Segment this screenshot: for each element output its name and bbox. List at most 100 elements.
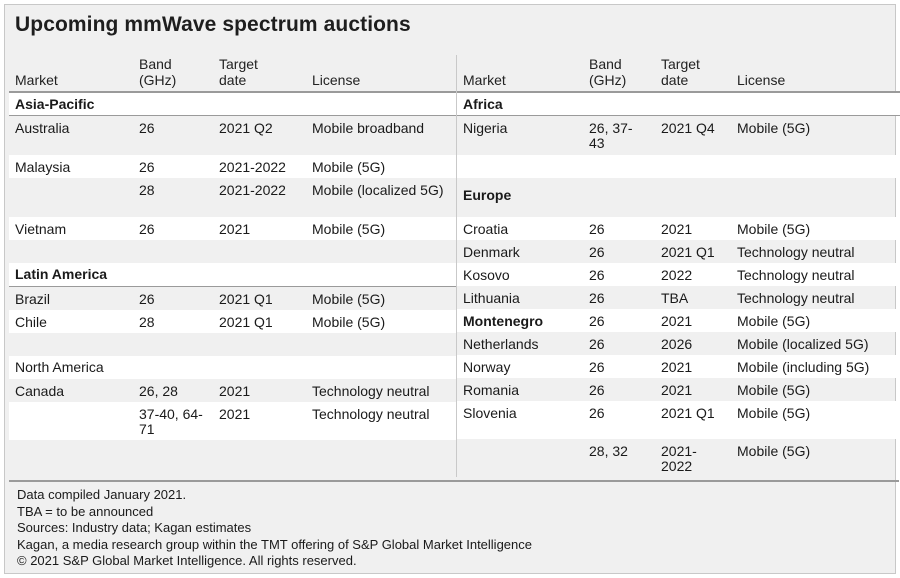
section-europe: Europe <box>457 178 900 217</box>
cell-date: 2021 <box>219 383 251 399</box>
cell-band: 26 <box>589 244 605 260</box>
cell-band: 26, 28 <box>139 383 178 399</box>
cell-market: Kosovo <box>463 267 510 283</box>
section-asia-pacific: Asia-Pacific <box>9 93 456 116</box>
cell-date: 2021-2022 <box>219 159 286 175</box>
cell-market: Canada <box>15 383 65 399</box>
cell-license: Mobile broadband <box>312 120 425 136</box>
cell-band: 28 <box>139 314 155 330</box>
cell-date: 2021 <box>661 221 693 237</box>
cell-license: Mobile (5G) <box>312 159 386 175</box>
section-label: Latin America <box>15 266 108 282</box>
cell-date: 2021 <box>661 313 693 329</box>
table-row: 28, 32 2021-2022 Mobile (5G) <box>457 439 900 477</box>
cell-market: Malaysia <box>15 159 71 175</box>
cell-license: Technology neutral <box>312 406 430 422</box>
cell-date: 2021 Q2 <box>219 120 273 136</box>
cell-license: Mobile (including 5G) <box>737 359 870 375</box>
cell-date: 2021 <box>661 359 693 375</box>
header-license: License <box>737 72 786 88</box>
cell-band: 26 <box>589 267 605 283</box>
cell-band: 26 <box>139 159 155 175</box>
cell-date: 2021 Q1 <box>661 244 715 260</box>
cell-market: Montenegro <box>463 313 544 329</box>
cell-band: 28 <box>139 182 155 198</box>
cell-license: Mobile (localized 5G) <box>737 336 869 352</box>
right-table: Market Band (GHz) Target date License Afri… <box>456 55 900 477</box>
cell-date: 2021-2022 <box>219 182 286 198</box>
cell-market: Nigeria <box>463 120 508 136</box>
table-row: Norway 26 2021 Mobile (including 5G) <box>457 355 900 378</box>
cell-band: 26 <box>589 313 605 329</box>
cell-date: TBA <box>661 290 689 306</box>
table-card: Upcoming mmWave spectrum auctions Market… <box>4 4 900 574</box>
cell-market: Netherlands <box>463 336 539 352</box>
cell-date: 2021 <box>219 406 251 422</box>
note-sources: Sources: Industry data; Kagan estimates <box>17 520 252 535</box>
table-row: Australia 26 2021 Q2 Mobile broadband <box>9 116 456 155</box>
cell-date: 2021 Q1 <box>219 291 273 307</box>
table-row: Netherlands 26 2026 Mobile (localized 5G… <box>457 332 900 355</box>
page-title: Upcoming mmWave spectrum auctions <box>15 13 411 36</box>
table-row: Kosovo 26 2022 Technology neutral <box>457 263 900 286</box>
cell-band: 26, 37-43 <box>589 120 633 151</box>
cell-license: Mobile (localized 5G) <box>312 182 444 198</box>
cell-license: Mobile (5G) <box>737 221 811 237</box>
table-row: Denmark 26 2021 Q1 Technology neutral <box>457 240 900 263</box>
header-market: Market <box>15 72 58 88</box>
table-row: 37-40, 64-71 2021 Technology neutral <box>9 402 456 440</box>
section-latin-america: Latin America <box>9 263 456 287</box>
note-kagan: Kagan, a media research group within the… <box>17 536 532 552</box>
cell-license: Technology neutral <box>737 290 855 306</box>
table-row: Canada 26, 28 2021 Technology neutral <box>9 379 456 402</box>
header-band: Band (GHz) <box>589 56 627 88</box>
cell-market: Vietnam <box>15 221 67 237</box>
cell-band: 26 <box>589 405 605 421</box>
cell-date: 2021-2022 <box>661 443 697 474</box>
table-row: Chile 28 2021 Q1 Mobile (5G) <box>9 310 456 333</box>
cell-market: Lithuania <box>463 290 520 306</box>
cell-band: 26 <box>589 382 605 398</box>
section-north-america: North America <box>9 356 456 379</box>
spacer-row <box>9 333 456 356</box>
header-band: Band (GHz) <box>139 56 177 88</box>
table-row: Montenegro 26 2021 Mobile (5G) <box>457 309 900 332</box>
cell-date: 2022 <box>661 267 693 283</box>
cell-band: 26 <box>589 359 605 375</box>
cell-license: Mobile (5G) <box>312 221 386 237</box>
cell-license: Mobile (5G) <box>737 120 811 136</box>
cell-date: 2021 <box>661 382 693 398</box>
header-date: Target date <box>219 56 258 88</box>
cell-date: 2021 Q1 <box>219 314 273 330</box>
table-row: Croatia 26 2021 Mobile (5G) <box>457 217 900 240</box>
section-africa: Africa <box>457 93 900 116</box>
note-compiled: Data compiled January 2021. <box>17 487 187 502</box>
cell-band: 26 <box>589 336 605 352</box>
cell-market: Australia <box>15 120 70 136</box>
cell-band: 26 <box>589 221 605 237</box>
cell-date: 2026 <box>661 336 693 352</box>
cell-band: 37-40, 64-71 <box>139 406 203 437</box>
cell-license: Mobile (5G) <box>312 314 386 330</box>
cell-license: Technology neutral <box>737 244 855 260</box>
section-label: North America <box>15 359 104 375</box>
table-header: Market Band (GHz) Target date License <box>9 55 456 93</box>
header-date: Target date <box>661 56 700 88</box>
header-license: License <box>312 72 361 88</box>
table-row: Lithuania 26 TBA Technology neutral <box>457 286 900 309</box>
cell-market: Norway <box>463 359 511 375</box>
cell-license: Technology neutral <box>312 383 430 399</box>
cell-market: Chile <box>15 314 47 330</box>
table-row: Slovenia 26 2021 Q1 Mobile (5G) <box>457 401 900 439</box>
table-row: Vietnam 26 2021 Mobile (5G) <box>9 217 456 240</box>
cell-license: Mobile (5G) <box>312 291 386 307</box>
cell-band: 26 <box>139 291 155 307</box>
cell-date: 2021 <box>219 221 251 237</box>
cell-band: 26 <box>589 290 605 306</box>
left-table: Market Band (GHz) Target date License Asia… <box>9 55 456 440</box>
cell-license: Mobile (5G) <box>737 443 811 459</box>
cell-date: 2021 Q4 <box>661 120 715 136</box>
cell-band: 28, 32 <box>589 443 628 459</box>
cell-market: Romania <box>463 382 520 398</box>
section-label: Africa <box>463 96 503 112</box>
